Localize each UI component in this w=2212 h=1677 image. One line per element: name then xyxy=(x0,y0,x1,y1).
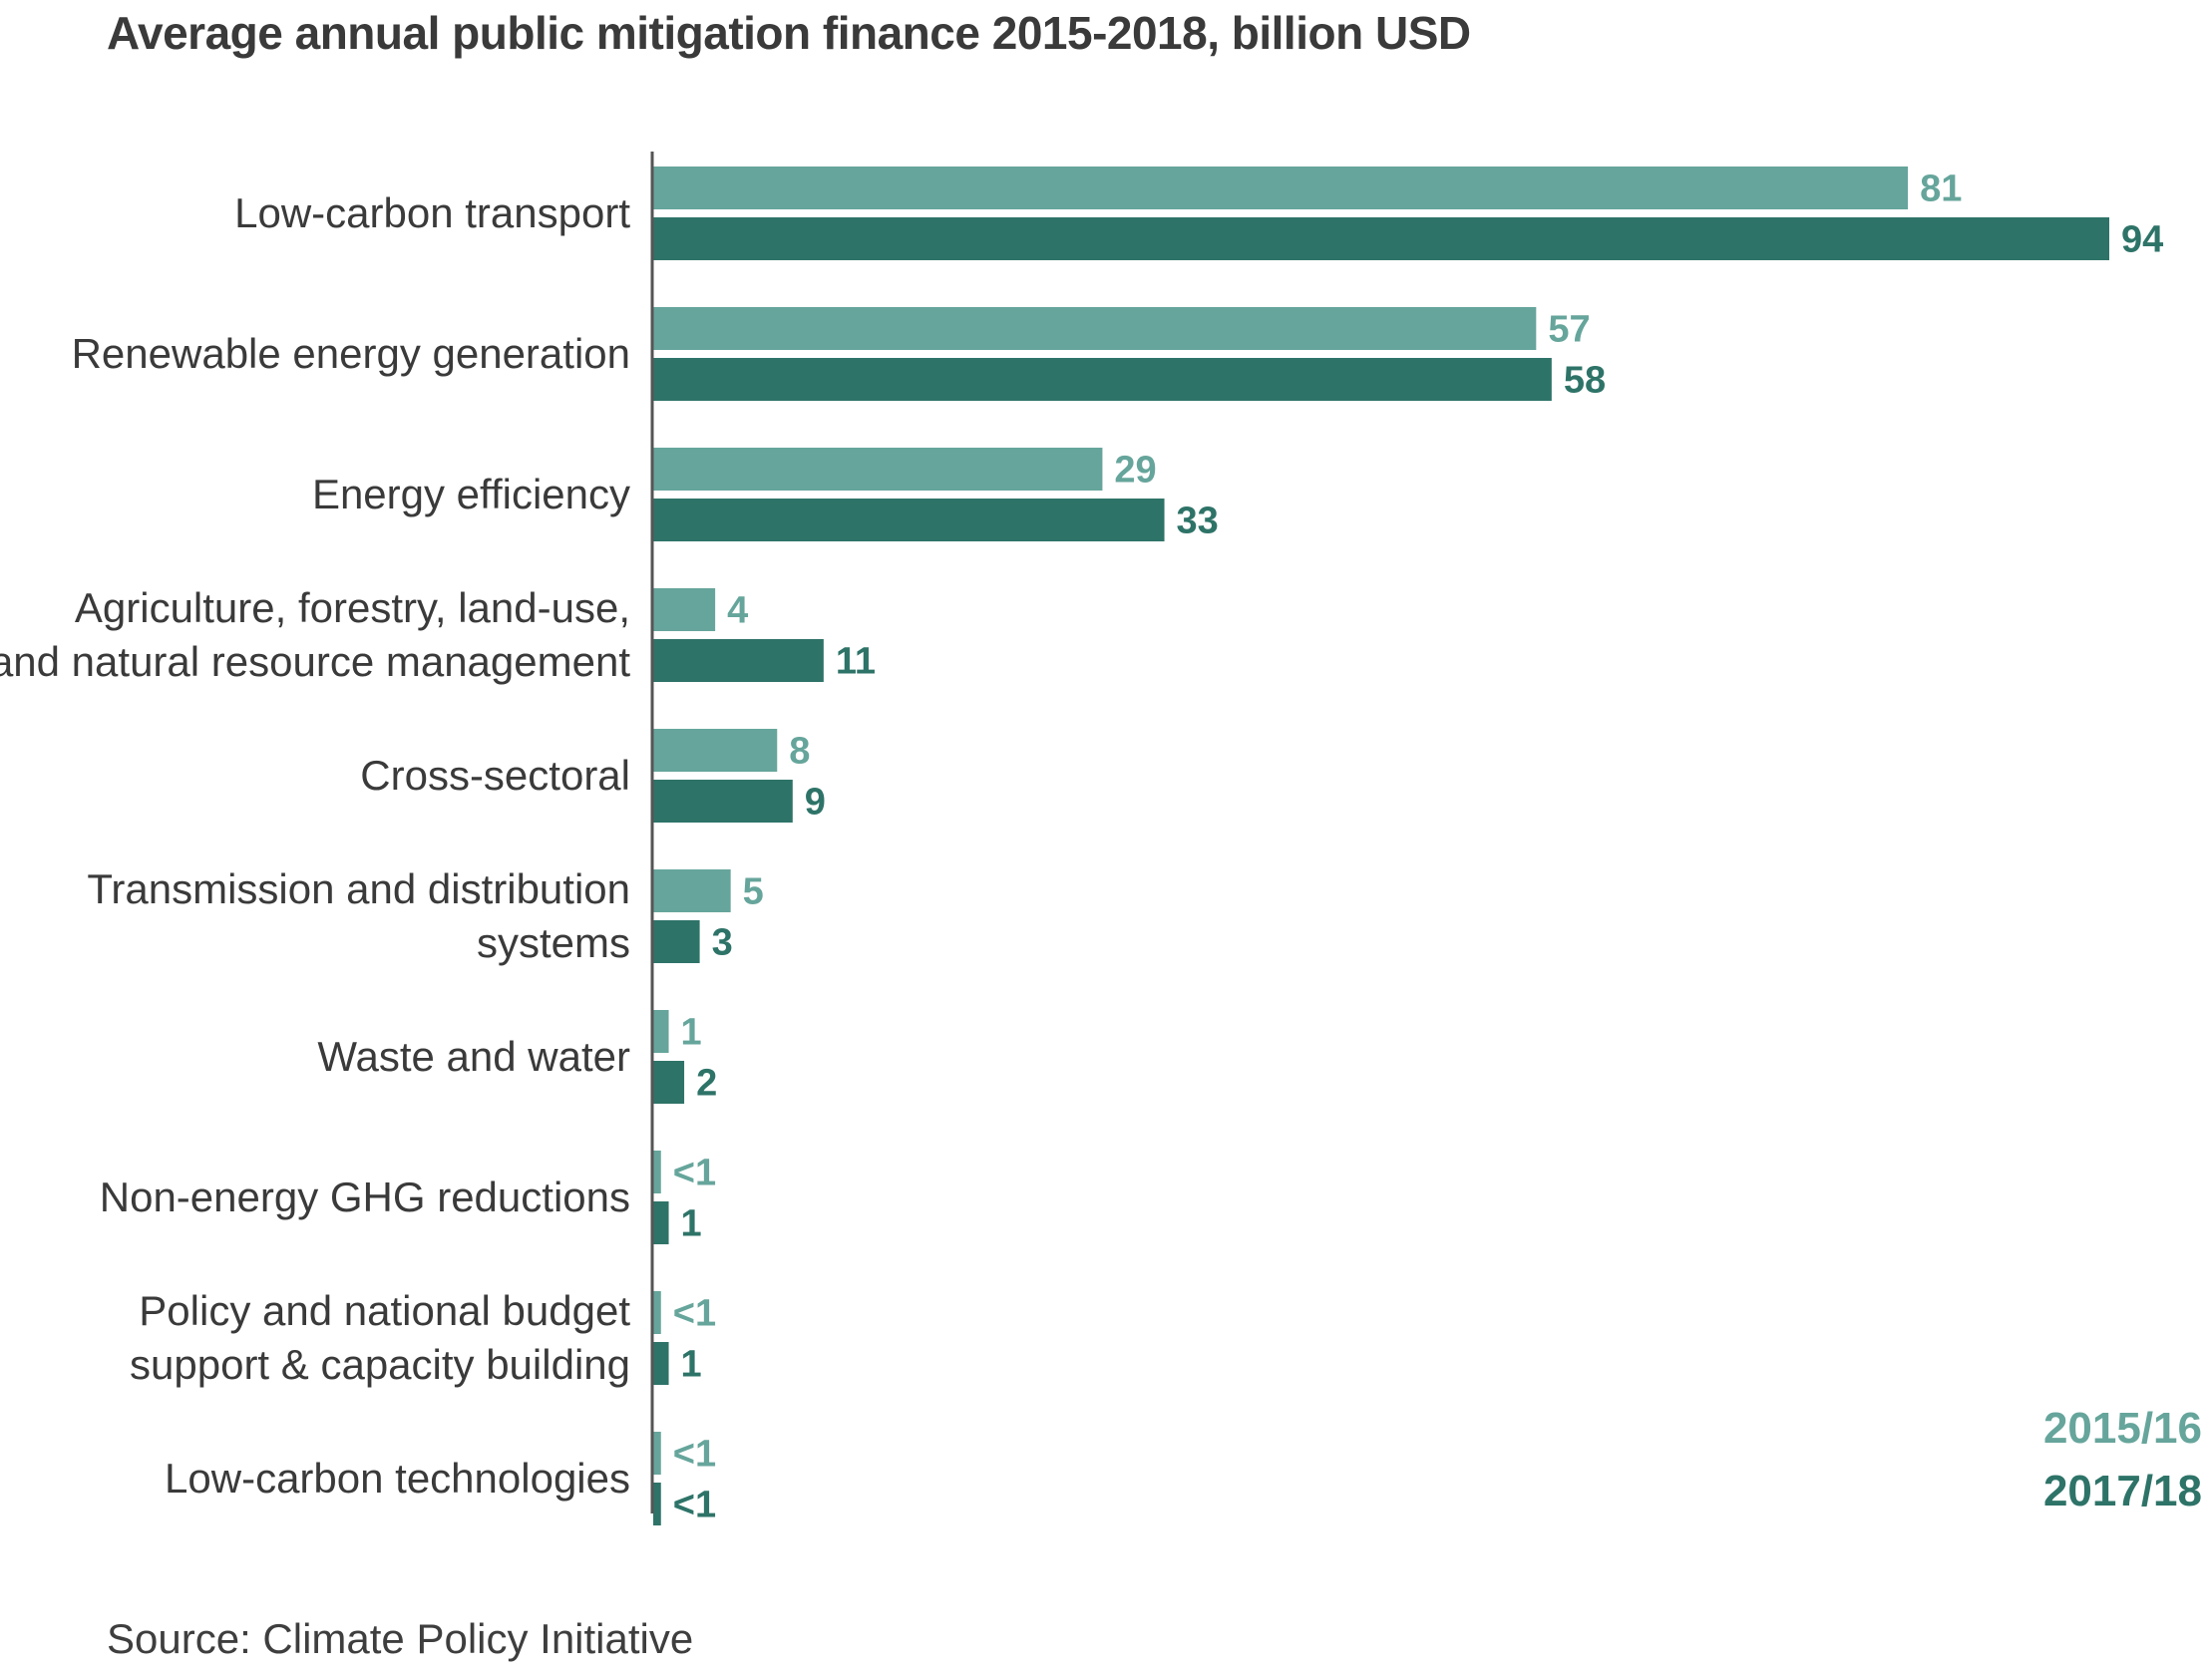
bar-2017-18 xyxy=(653,499,1165,541)
category-label: Agriculture, forestry, land-use, xyxy=(75,584,630,631)
bar-2015-16 xyxy=(653,588,716,631)
value-label-2017-18: 94 xyxy=(2121,219,2163,261)
bar-2017-18 xyxy=(653,639,824,682)
value-label-2015-16: 5 xyxy=(743,871,764,913)
source-note: Source: Climate Policy Initiative xyxy=(107,1615,694,1662)
bar-2017-18 xyxy=(653,217,2109,260)
category-label: Transmission and distribution xyxy=(87,865,630,912)
category-label: Non-energy GHG reductions xyxy=(100,1174,630,1220)
category-labels-layer: Low-carbon transport Renewable energy gen… xyxy=(0,189,630,1502)
legend-item-2017-18: 2017/18 xyxy=(2043,1467,2202,1515)
bar-2015-16 xyxy=(653,307,1537,350)
category-label: support & capacity building xyxy=(130,1341,630,1388)
category-label: Renewable energy generation xyxy=(72,330,630,377)
bar-2015-16 xyxy=(653,1291,661,1334)
value-label-2017-18: 1 xyxy=(681,1344,702,1386)
bar-2015-16 xyxy=(653,729,778,772)
value-labels-layer: 81 94 57 58 29 33 4 11 8 9 53 1 2 <1 1 <1 1 <1 <1 xyxy=(673,168,2164,1526)
value-label-2015-16: 4 xyxy=(727,590,748,632)
legend-item-2015-16: 2015/16 xyxy=(2043,1404,2202,1453)
value-label-2017-18: 58 xyxy=(1564,360,1606,402)
bar-2015-16 xyxy=(653,1010,669,1053)
bar-2015-16 xyxy=(653,167,1909,209)
chart-title: Average annual public mitigation finance… xyxy=(107,7,1471,59)
value-label-2017-18: 3 xyxy=(712,922,733,964)
value-label-2015-16: <1 xyxy=(673,1153,716,1194)
bars-layer xyxy=(653,167,2109,1525)
category-label: Policy and national budget xyxy=(139,1287,630,1334)
category-label: Energy efficiency xyxy=(312,471,630,517)
bar-2017-18 xyxy=(653,1342,669,1385)
value-label-2017-18: 11 xyxy=(836,641,876,683)
bar-2015-16 xyxy=(653,448,1103,491)
category-label: Low-carbon transport xyxy=(234,189,630,236)
legend: 2015/16 2017/18 xyxy=(2043,1404,2202,1515)
category-label: Waste and water xyxy=(317,1033,630,1080)
bar-2017-18 xyxy=(653,920,700,963)
value-label-2015-16: 29 xyxy=(1114,450,1156,492)
value-label-2015-16: 81 xyxy=(1920,168,1962,210)
bar-2015-16 xyxy=(653,869,731,912)
bar-2017-18 xyxy=(653,1201,669,1244)
value-label-2017-18: <1 xyxy=(673,1485,716,1526)
category-label: systems xyxy=(477,919,630,966)
value-label-2015-16: <1 xyxy=(673,1293,716,1335)
value-label-2017-18: 2 xyxy=(696,1063,717,1105)
value-label-2017-18: 1 xyxy=(681,1203,702,1245)
value-label-2015-16: 1 xyxy=(681,1012,702,1054)
bar-2017-18 xyxy=(653,1061,685,1104)
value-label-2015-16: 8 xyxy=(789,731,810,773)
category-label: Cross-sectoral xyxy=(360,752,630,799)
value-label-2015-16: <1 xyxy=(673,1434,716,1476)
bar-2015-16 xyxy=(653,1432,661,1475)
value-label-2015-16: 57 xyxy=(1548,309,1590,351)
category-label: and natural resource management xyxy=(0,638,630,685)
category-label: Low-carbon technologies xyxy=(165,1455,630,1502)
bar-2015-16 xyxy=(653,1151,661,1193)
value-label-2017-18: 9 xyxy=(805,782,826,824)
value-label-2017-18: 33 xyxy=(1177,501,1219,542)
bar-2017-18 xyxy=(653,358,1552,401)
bar-2017-18 xyxy=(653,780,793,823)
bar-2017-18 xyxy=(653,1483,661,1525)
